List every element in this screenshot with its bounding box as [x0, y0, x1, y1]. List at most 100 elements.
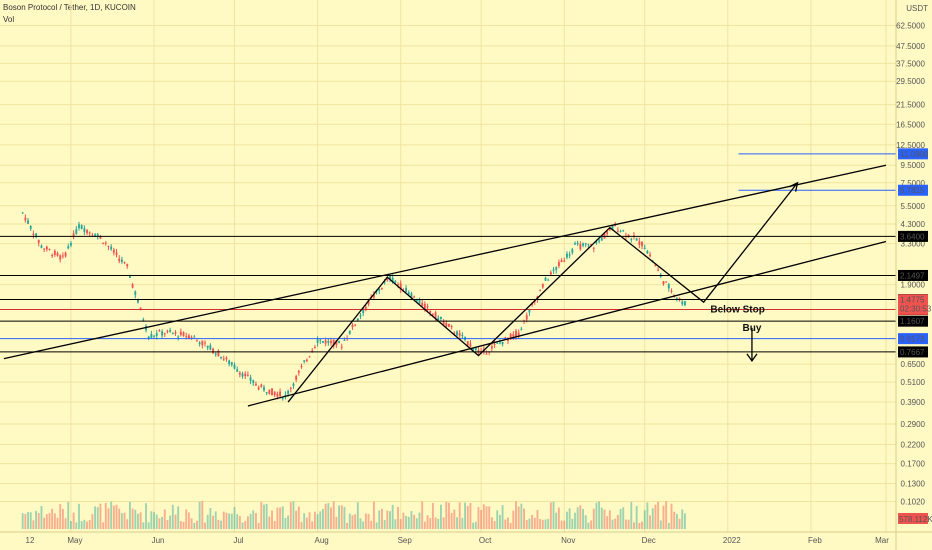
candle-body [123, 261, 126, 263]
candle-body [260, 384, 263, 387]
volume-bar [196, 520, 198, 529]
volume-bar [675, 513, 678, 529]
volume-bar [367, 513, 370, 529]
volume-bar [78, 503, 80, 529]
grid [0, 0, 896, 533]
price-tick-label: 62.5000 [896, 22, 925, 31]
volume-bar [552, 501, 555, 529]
candle-body [410, 293, 413, 299]
volume-bar [378, 510, 381, 529]
candle-body [147, 336, 150, 339]
volume-bar [295, 510, 298, 529]
volume-bar [493, 520, 496, 529]
volume-bar [501, 505, 504, 529]
volume-bar [201, 501, 204, 529]
volume-bar [311, 521, 314, 529]
countdown-label: 02:30:53 [900, 304, 932, 313]
candle-body [327, 340, 330, 343]
time-tick-label: Mar [875, 536, 889, 545]
candle-body [217, 350, 220, 357]
candle-body [244, 373, 247, 377]
volume-bar [185, 509, 188, 529]
volume-bar [458, 502, 461, 529]
volume-bar [657, 501, 660, 529]
candle-body [448, 323, 450, 327]
volume-bar [21, 513, 24, 529]
candle-body [48, 248, 51, 250]
volume-bar [590, 520, 593, 529]
volume-bar [263, 504, 265, 529]
candle-body [305, 359, 308, 362]
candle-body [102, 243, 105, 245]
buy-arrow-head [746, 353, 758, 362]
volume-bar [51, 508, 54, 529]
volume-bar [480, 509, 483, 529]
zigzag-arrow-head [789, 181, 799, 192]
candle-body [630, 238, 633, 240]
candle-body [225, 357, 228, 360]
volume-bar [279, 507, 282, 529]
candle-body [557, 262, 560, 267]
volume-bar [566, 511, 568, 529]
candle-body [32, 233, 35, 235]
candle-body [311, 350, 314, 353]
candle-body [520, 328, 523, 330]
candle-body [606, 230, 609, 234]
candle-body [662, 281, 665, 285]
volume-bar [356, 502, 359, 529]
candle-body [587, 244, 590, 246]
volume-bar [354, 514, 357, 529]
volume-bar [670, 503, 673, 529]
candle-body [75, 229, 78, 234]
volume-bar [587, 522, 590, 529]
volume-bar [445, 502, 448, 529]
volume-bar [102, 522, 105, 529]
volume-bar [268, 516, 271, 529]
candle-body [204, 342, 206, 344]
volume-bar [633, 522, 635, 529]
volume-bar [120, 513, 123, 529]
volume-bar [91, 514, 94, 529]
volume-bar [614, 518, 617, 529]
candle-body [560, 260, 563, 262]
price-tick-label: 29.5000 [896, 77, 925, 86]
candle-body [354, 324, 357, 326]
candle-body [263, 387, 265, 391]
level-badge [898, 333, 928, 345]
volume-bar [233, 506, 236, 529]
candle-body [485, 353, 488, 355]
candle-body [498, 342, 501, 344]
candle-body [297, 370, 300, 373]
volume-bar [469, 503, 472, 529]
volume-bar [56, 517, 59, 529]
volume-bar [622, 507, 625, 529]
volume-bar [142, 522, 145, 529]
candle-body [332, 339, 335, 347]
volume-bar [490, 517, 493, 529]
volume-bar [155, 514, 158, 529]
volume-bar [297, 506, 300, 529]
volume-bar [509, 522, 512, 529]
candle-body [193, 336, 196, 338]
volume-bar [434, 517, 437, 529]
candle-body [544, 277, 547, 281]
candle-body [196, 339, 198, 341]
volume-bar [43, 517, 46, 529]
candle-body [241, 373, 244, 377]
volume-bar [549, 502, 552, 529]
candle-body [665, 281, 668, 283]
price-tick-label: 9.5000 [901, 161, 926, 170]
volume-bar [608, 510, 611, 529]
volume-bar [161, 516, 164, 529]
candle-body [174, 332, 177, 334]
volume-bar [541, 519, 544, 529]
candle-body [474, 347, 477, 351]
volume-bar [257, 522, 260, 529]
candle-body [35, 233, 38, 237]
volume-bar [391, 504, 394, 529]
candle-body [190, 337, 193, 339]
candle-body [426, 306, 429, 308]
volume-bar [252, 510, 255, 529]
